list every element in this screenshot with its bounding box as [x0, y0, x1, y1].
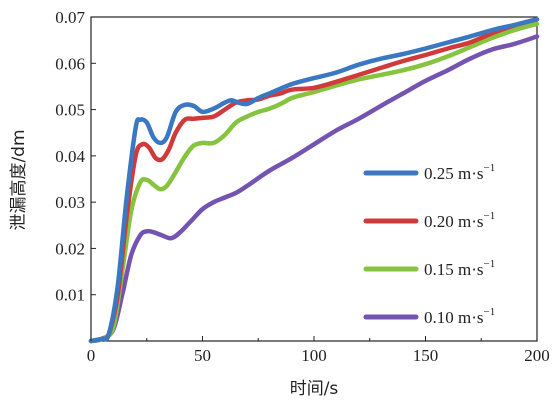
series-line-3	[88, 34, 540, 344]
legend-label: 0.15 m·s−1	[424, 258, 495, 279]
y-tick-label: 0.02	[55, 239, 85, 258]
y-tick-label: 0.04	[55, 147, 85, 166]
x-tick-label: 200	[524, 346, 550, 365]
x-tick-label: 150	[413, 346, 439, 365]
series-line-2	[88, 21, 540, 344]
legend: 0.25 m·s−1 0.20 m·s−1 0.15 m·s−1 0.10 m·s−1	[363, 162, 495, 327]
series-layer	[88, 17, 540, 344]
x-axis-title: 时间/s	[290, 379, 339, 399]
y-axis-title: 泄漏高度/dm	[9, 129, 29, 230]
y-tick-label: 0.07	[55, 8, 85, 27]
series-line-0	[88, 17, 540, 344]
legend-label: 0.20 m·s−1	[424, 210, 495, 231]
x-tick-label: 100	[301, 346, 327, 365]
y-tick-label: 0.01	[55, 286, 85, 305]
x-tick-label: 0	[87, 346, 96, 365]
y-tick-label: 0.06	[55, 54, 85, 73]
x-axis-ticks: 0 50 100 150 200	[87, 336, 550, 365]
legend-label: 0.10 m·s−1	[424, 306, 495, 327]
y-tick-label: 0.03	[55, 193, 85, 212]
series-line-1	[88, 17, 540, 344]
legend-label: 0.25 m·s−1	[424, 162, 495, 183]
y-tick-label: 0.05	[55, 101, 85, 120]
x-tick-label: 50	[194, 346, 211, 365]
y-axis-ticks: 0.01 0.02 0.03 0.04 0.05 0.06 0.07	[55, 8, 96, 305]
